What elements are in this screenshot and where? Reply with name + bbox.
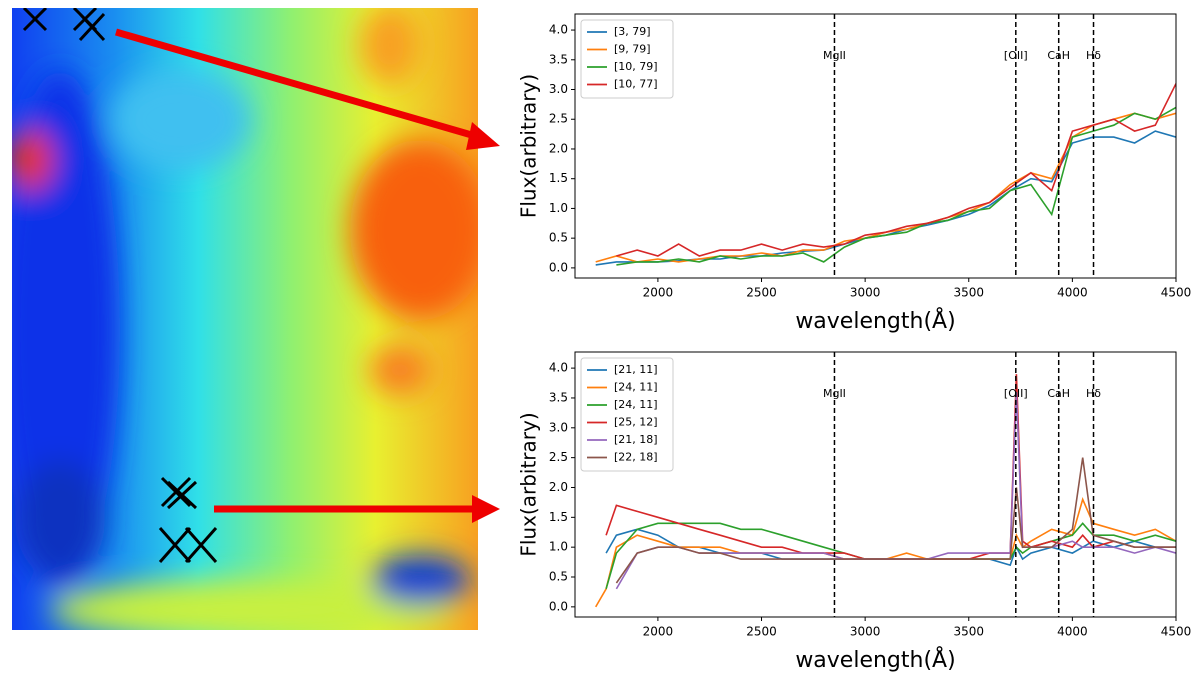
x-axis-label: wavelength(Å) [795,646,955,673]
legend-box [580,357,674,472]
x-axis-label: wavelength(Å) [795,307,955,334]
y-axis-label: Flux(arbitrary) [517,74,541,218]
legend-label: [9, 79] [614,43,651,56]
series-line [595,112,1176,263]
legend-label: [10, 77] [614,78,658,91]
legend-label: [24, 11] [614,381,658,394]
x-tick-label: 2500 [746,286,777,300]
legend-box [580,19,674,99]
axes-frame [574,351,1177,618]
reference-label: CaH [1047,49,1070,62]
axes-frame [574,13,1177,279]
reference-label: Hδ [1086,387,1101,400]
x-tick-label: 4500 [1161,286,1192,300]
legend: [21, 11] [24, 11] [24, 11] [25, 12] [21, 18]… [580,357,674,472]
y-tick-label: 2.5 [549,112,568,126]
x-tick-label: 4000 [1057,286,1088,300]
chart: 2000 2500 3000 3500 4000 4500 0.0 0.5 1.0 1.5 2.0 2… [517,13,1192,334]
legend: [3, 79] [9, 79] [10, 79] [10, 77] [580,19,674,99]
y-tick-label: 1.5 [549,510,568,524]
y-tick-label: 3.0 [549,420,568,434]
legend-label: [21, 18] [614,433,658,446]
y-tick-label: 1.0 [549,540,568,554]
reference-label: MgII [823,49,846,62]
series-line [615,457,1176,584]
reference-label: CaH [1047,387,1070,400]
series-line [595,497,1176,608]
y-tick-label: 2.5 [549,450,568,464]
y-tick-label: 0.0 [549,260,568,274]
x-tick-label: 3000 [850,286,881,300]
reference-label: Hδ [1086,49,1101,62]
x-tick-label: 4000 [1057,625,1088,639]
x-tick-label: 2000 [643,625,674,639]
plot-area [595,83,1176,266]
plot-area [595,374,1176,608]
y-tick-label: 0.5 [549,231,568,245]
x-tick-label: 2500 [746,625,777,639]
x-tick-label: 3500 [953,625,984,639]
y-tick-label: 1.0 [549,201,568,215]
chart: 2000 2500 3000 3500 4000 4500 0.0 0.5 1.0 1.5 2.0 2… [517,351,1192,673]
y-axis-label: Flux(arbitrary) [517,412,541,556]
y-tick-label: 3.0 [549,82,568,96]
series-line [595,130,1176,266]
y-tick-label: 4.0 [549,361,568,375]
velocity-map [12,8,478,630]
x-tick-label: 3500 [953,286,984,300]
reference-label: [OII] [1004,49,1028,62]
series-line [616,83,1176,257]
reference-label: [OII] [1004,387,1028,400]
y-tick-label: 2.0 [549,480,568,494]
legend-label: [3, 79] [614,25,651,38]
y-tick-label: 3.5 [549,52,568,66]
y-tick-label: 0.0 [549,599,568,613]
x-tick-label: 2000 [643,286,674,300]
legend-label: [24, 11] [614,398,658,411]
x-tick-label: 3000 [850,625,881,639]
legend-label: [25, 12] [614,416,658,429]
y-tick-label: 4.0 [549,23,568,37]
y-tick-label: 2.0 [549,141,568,155]
y-tick-label: 0.5 [549,570,568,584]
arrows [115,28,500,523]
x-tick-label: 4500 [1161,625,1192,639]
y-tick-label: 1.5 [549,171,568,185]
legend-label: [22, 18] [614,451,658,464]
series-line [605,522,1176,590]
series-line [616,106,1176,266]
legend-label: [21, 11] [614,363,658,376]
legend-label: [10, 79] [614,60,658,73]
y-tick-label: 3.5 [549,390,568,404]
reference-label: MgII [823,387,846,400]
